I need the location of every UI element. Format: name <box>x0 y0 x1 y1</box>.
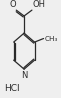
Text: OH: OH <box>33 0 46 9</box>
Text: HCl: HCl <box>4 84 20 93</box>
Text: CH₃: CH₃ <box>44 35 58 42</box>
Text: O: O <box>9 0 16 9</box>
Text: N: N <box>21 71 27 80</box>
